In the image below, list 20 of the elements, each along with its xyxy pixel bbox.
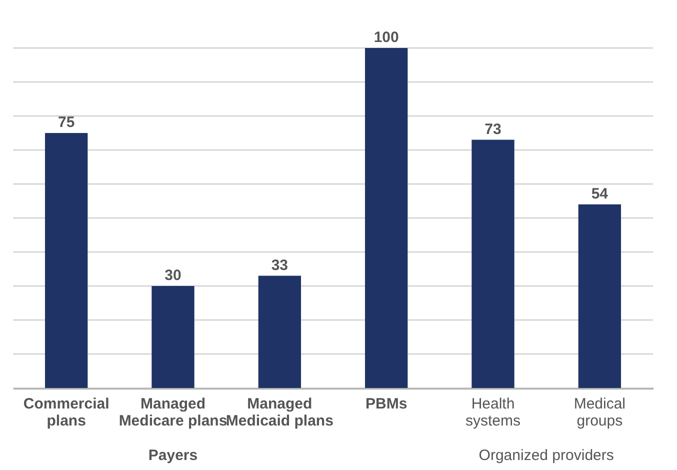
data-label: 100 [374, 29, 399, 46]
bar [472, 140, 514, 388]
bar [258, 276, 301, 388]
text: Payers [148, 447, 198, 464]
x-tick-label: Managed Medicaid plans [226, 396, 334, 430]
data-label: 73 [484, 120, 502, 138]
bar [365, 48, 408, 388]
x-tick-label: Health systems [465, 396, 521, 430]
data-label: 33 [271, 256, 288, 274]
bar [578, 204, 621, 388]
data-label: 30 [164, 267, 182, 284]
text: Organized providers [478, 447, 614, 464]
data-label: 75 [58, 114, 75, 131]
bar [152, 286, 194, 388]
x-tick-label: Medical groups [574, 396, 626, 430]
x-tick-label: Managed Medicare plans [118, 396, 228, 430]
data-label: 54 [591, 185, 609, 202]
bar [45, 133, 88, 388]
x-tick-label: Commercial plans [23, 396, 110, 430]
x-tick-label: PBMs [365, 396, 408, 412]
